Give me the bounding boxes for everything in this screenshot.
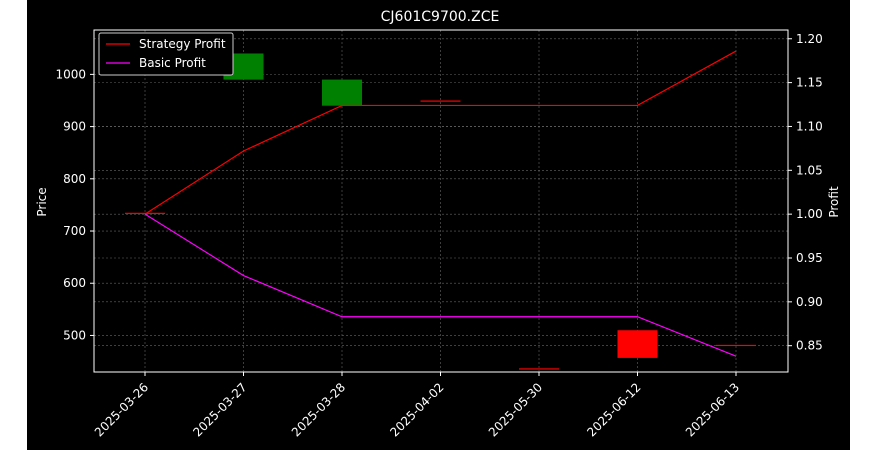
chart-title: CJ601C9700.ZCE	[381, 9, 500, 25]
series-line-strategy-profit	[144, 50, 737, 215]
y2-axis-label: Profit	[827, 186, 841, 218]
candle-2025-06-13	[716, 344, 756, 347]
series-line-basic-profit	[144, 213, 737, 357]
candle-2025-06-12	[617, 330, 658, 358]
y2-tick-label-2: 0.95	[796, 251, 823, 265]
candles	[125, 53, 756, 370]
y-tick-label-500: 500	[63, 328, 86, 342]
candle-2025-03-28	[322, 79, 362, 106]
y-tick-label-900: 900	[63, 120, 86, 134]
y2-tick-label-6: 1.15	[796, 76, 823, 90]
y-axis-label: Price	[35, 187, 49, 216]
candle-2025-05-30	[519, 368, 559, 370]
y2-tick-label-4: 1.05	[796, 163, 823, 177]
y-tick-label-1000: 1000	[55, 67, 86, 81]
y2-tick-label-1: 0.90	[796, 295, 823, 309]
y2-tick-label-0: 0.85	[796, 339, 823, 353]
profit-lines	[144, 50, 737, 357]
y-tick-label-700: 700	[63, 224, 86, 238]
y2-tick-label-5: 1.10	[796, 119, 823, 133]
y2-tick-label-7: 1.20	[796, 32, 823, 46]
legend-label-strategy-profit: Strategy Profit	[139, 37, 226, 51]
candle-2025-04-02	[420, 100, 461, 102]
y-tick-label-800: 800	[63, 172, 86, 186]
y-tick-label-600: 600	[63, 276, 86, 290]
y2-tick-label-3: 1.00	[796, 207, 823, 221]
legend-box	[98, 32, 234, 76]
candle-2025-03-26	[125, 212, 165, 214]
legend: Strategy Profit Basic Profit	[98, 32, 234, 76]
legend-label-basic-profit: Basic Profit	[139, 56, 206, 70]
